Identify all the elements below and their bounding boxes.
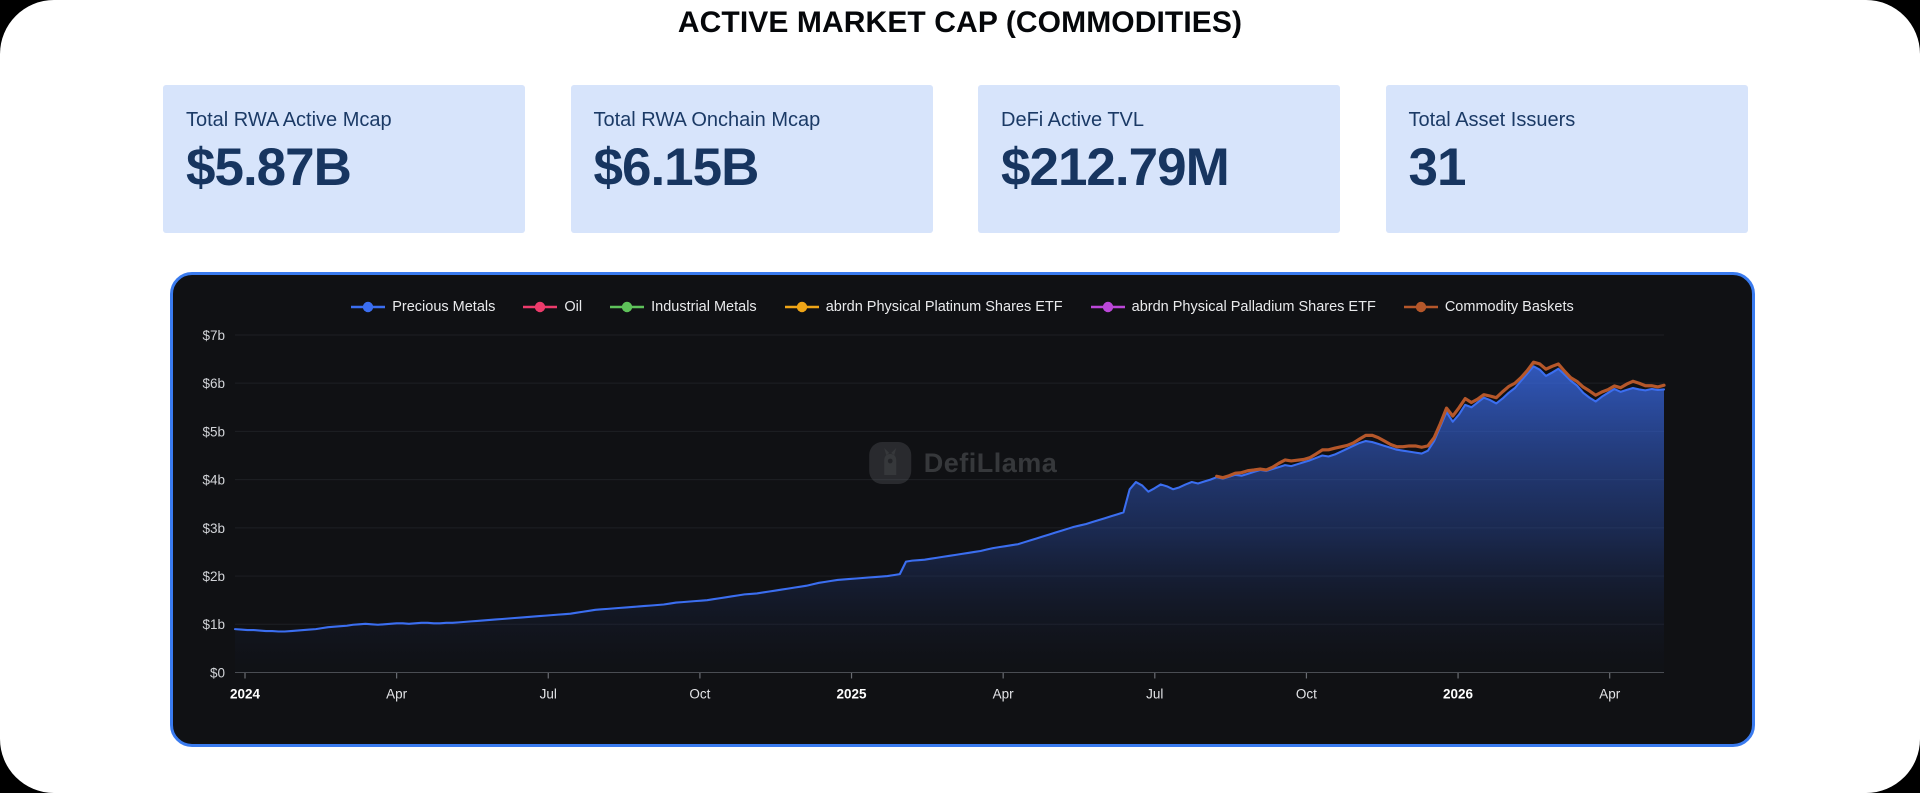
stat-card-row: Total RWA Active Mcap $5.87B Total RWA O… — [163, 85, 1758, 233]
legend-item-label: Commodity Baskets — [1444, 299, 1574, 315]
legend-item-label: Oil — [564, 299, 583, 315]
legend-item[interactable]: abrdn Physical Palladium Shares ETF — [1090, 299, 1376, 315]
x-axis-tick-label: Oct — [1296, 686, 1317, 701]
y-axis-tick-label: $0 — [210, 666, 225, 681]
legend-item[interactable]: abrdn Physical Platinum Shares ETF — [784, 299, 1063, 315]
precious-metals-line — [233, 365, 1666, 633]
legend-marker-icon — [784, 301, 819, 313]
y-axis-tick-label: $4b — [202, 473, 225, 488]
legend-marker-icon — [1090, 301, 1125, 313]
x-axis-tick-label: Apr — [1599, 686, 1621, 701]
y-axis-tick-label: $7b — [202, 328, 225, 343]
legend-item-label: abrdn Physical Palladium Shares ETF — [1131, 299, 1376, 315]
chart-legend: Precious Metals Oil Industrial Metals abrdn… — [173, 295, 1752, 319]
x-axis-tick-label: Apr — [993, 686, 1015, 701]
y-axis-tick-label: $3b — [202, 521, 225, 536]
stat-label: Total Asset Issuers — [1408, 109, 1576, 131]
legend-item[interactable]: Industrial Metals — [610, 299, 757, 315]
legend-marker-icon — [610, 301, 645, 313]
stat-label: DeFi Active TVL — [1001, 109, 1145, 131]
stat-value: 31 — [1408, 138, 1467, 197]
precious-metals-area — [235, 366, 1664, 673]
chart-plot-area: $0 $1b $2b $3b $4b $5b $6b $7b 2024 Apr Jul Oct 202… — [173, 327, 1752, 744]
legend-item-label: Precious Metals — [392, 299, 496, 315]
y-axis-tick-label: $6b — [202, 376, 225, 391]
legend-marker-icon — [1403, 301, 1438, 313]
stat-value: $5.87B — [186, 138, 352, 197]
x-axis-tick-label: Jul — [540, 686, 557, 701]
legend-item-label: Industrial Metals — [651, 299, 757, 315]
y-axis-tick-label: $1b — [202, 617, 225, 632]
stat-value: $6.15B — [593, 138, 760, 197]
y-axis-tick-label: $2b — [202, 569, 225, 584]
x-axis-tick-label: 2024 — [230, 686, 261, 701]
x-axis-ticks: 2024 Apr Jul Oct 2025 Apr Jul Oct 2026 Apr — [230, 672, 1621, 701]
stat-card-total-rwa-active-mcap: Total RWA Active Mcap $5.87B — [163, 85, 525, 233]
x-axis-tick-label: Apr — [386, 686, 408, 701]
x-axis-tick-label: 2025 — [837, 686, 868, 701]
legend-item[interactable]: Precious Metals — [351, 299, 495, 315]
x-axis-tick-label: Jul — [1146, 686, 1163, 701]
y-axis-ticks: $0 $1b $2b $3b $4b $5b $6b $7b — [202, 328, 225, 681]
stat-label: Total RWA Onchain Mcap — [593, 109, 821, 131]
stat-card-defi-active-tvl: DeFi Active TVL $212.79M — [978, 85, 1340, 233]
x-axis-tick-label: Oct — [689, 686, 710, 701]
stat-label: Total RWA Active Mcap — [186, 109, 392, 131]
legend-marker-icon — [351, 301, 386, 313]
legend-item-label: abrdn Physical Platinum Shares ETF — [825, 299, 1063, 315]
area-chart-svg: $0$1b$2b$3b$4b$5b$6b$7b 2024 Apr Jul Oct 202… — [202, 328, 1666, 701]
stat-card-total-rwa-onchain-mcap: Total RWA Onchain Mcap $6.15B — [570, 85, 933, 233]
legend-item[interactable]: Commodity Baskets — [1403, 299, 1574, 315]
stat-value: $212.79M — [1001, 138, 1230, 197]
x-axis-tick-label: 2026 — [1443, 686, 1473, 701]
legend-marker-icon — [523, 301, 558, 313]
chart-panel: Precious Metals Oil Industrial Metals abrdn… — [170, 272, 1755, 747]
y-axis-tick-label: $5b — [202, 424, 225, 439]
legend-item[interactable]: Oil — [523, 299, 582, 315]
page-title: ACTIVE MARKET CAP (COMMODITIES) — [677, 6, 1243, 39]
stat-card-total-asset-issuers: Total Asset Issuers 31 — [1385, 85, 1748, 233]
commodity-baskets-line — [1215, 360, 1666, 480]
